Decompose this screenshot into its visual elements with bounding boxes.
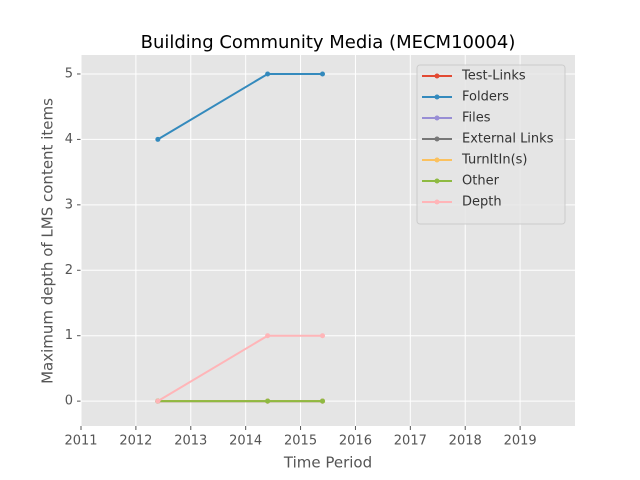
y-tick-label: 3: [65, 197, 73, 212]
data-point: [320, 398, 326, 404]
legend-marker: [434, 73, 440, 79]
legend-box: [416, 64, 566, 225]
data-point: [265, 71, 271, 77]
x-tick-label: 2016: [339, 434, 372, 449]
data-point: [320, 333, 326, 339]
legend-label: External Links: [462, 132, 554, 147]
legend-label: TurnItIn(s): [461, 153, 527, 168]
legend-label: Files: [462, 111, 491, 126]
grid: 0 1 2 3 4 5 2011 2012 2013 2014 2015 2016 2017 2018 20…: [64, 55, 575, 449]
y-axis-label: Maximum depth of LMS content items: [39, 98, 57, 384]
y-tick-label: 2: [65, 263, 73, 278]
y-tick-label: 5: [65, 66, 73, 81]
x-tick-label: 2019: [504, 434, 537, 449]
y-tick-label: 4: [65, 132, 73, 147]
x-tick-label: 2013: [174, 434, 207, 449]
data-point: [320, 71, 326, 77]
data-point: [155, 136, 161, 142]
x-tick-label: 2018: [449, 434, 482, 449]
x-tick-label: 2015: [284, 434, 317, 449]
legend-label: Other: [462, 174, 500, 189]
x-tick-label: 2014: [229, 434, 262, 449]
legend-marker: [434, 94, 440, 100]
x-tick-label: 2011: [64, 434, 97, 449]
legend-label: Test-Links: [461, 69, 526, 84]
y-tick-label: 0: [65, 394, 73, 409]
data-point: [265, 333, 271, 339]
legend-label: Folders: [462, 90, 509, 105]
legend-label: Depth: [462, 195, 502, 210]
chart-title: Building Community Media (MECM10004): [141, 32, 516, 53]
legend-marker: [434, 115, 440, 121]
x-axis-label: Time Period: [283, 454, 372, 472]
data-point: [155, 398, 161, 404]
legend-marker: [434, 178, 440, 184]
x-tick-label: 2012: [119, 434, 152, 449]
legend-marker: [434, 157, 440, 163]
legend-marker: [434, 199, 440, 205]
data-point: [265, 398, 271, 404]
legend: Test-Links Folders Files External Links Turn…: [416, 64, 566, 225]
y-tick-label: 1: [65, 328, 73, 343]
legend-marker: [434, 136, 440, 142]
x-tick-label: 2017: [394, 434, 427, 449]
marks: [155, 71, 326, 404]
